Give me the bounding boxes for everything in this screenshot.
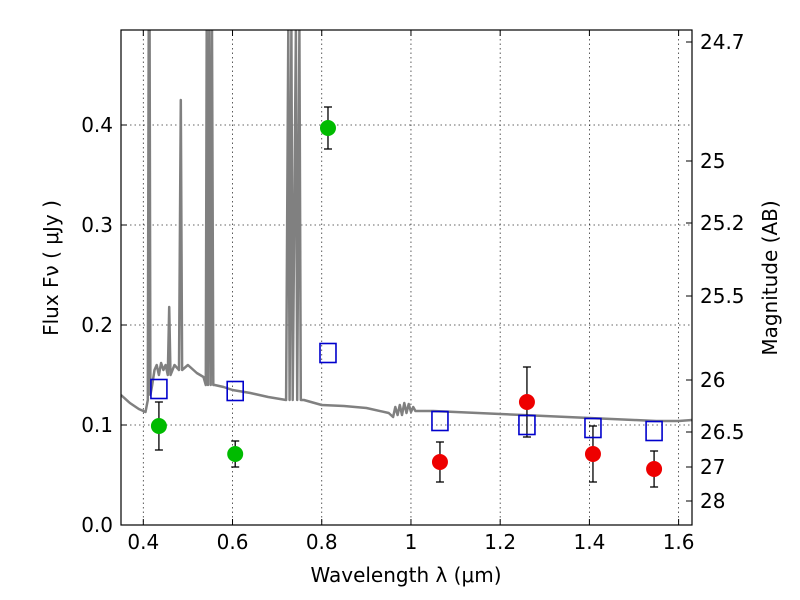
right-tick-label: 26	[700, 368, 725, 392]
ticks: 0.4 0.6 0.8 1 1.2 1.4 1.6 0.0 0.1 0.2 0.3 0.4 24.7 25…	[81, 30, 745, 554]
x-tick-label: 1.6	[663, 530, 695, 554]
x-axis-title: Wavelength λ (μm)	[310, 563, 501, 587]
x-tick-label: 0.8	[306, 530, 338, 554]
y-axis-title: Flux Fν ( μJy )	[39, 200, 63, 336]
y-tick-label: 0.0	[81, 513, 113, 537]
y-tick-label: 0.2	[81, 313, 113, 337]
data-layer	[121, 30, 692, 423]
plot-background	[121, 30, 692, 525]
y-tick-label: 0.1	[81, 413, 113, 437]
right-tick-label: 25.5	[700, 284, 745, 308]
model-point-square	[518, 414, 536, 436]
right-tick-label: 25	[700, 149, 725, 173]
x-tick-label: 1.2	[484, 530, 516, 554]
right-tick-label: 24.7	[700, 30, 745, 54]
right-tick-label: 27	[700, 455, 725, 479]
model-spectrum-line	[121, 30, 692, 423]
marker-layer	[150, 106, 663, 488]
observed-green-point	[319, 120, 336, 136]
observed-red-point	[431, 454, 448, 470]
right-axis-title: Magnitude (AB)	[758, 200, 782, 355]
observed-green-point	[150, 418, 167, 434]
x-tick-label: 1	[405, 530, 418, 554]
x-tick-label: 0.4	[127, 530, 159, 554]
plot-frame	[120, 29, 693, 526]
observed-green-point	[227, 446, 244, 462]
model-point-square	[431, 410, 449, 432]
x-tick-label: 0.6	[217, 530, 249, 554]
observed-red-point	[584, 446, 601, 462]
model-point-square	[319, 342, 337, 364]
observed-red-point	[518, 394, 535, 410]
model-point-square	[150, 378, 168, 400]
model-point-square	[584, 417, 602, 439]
y-tick-label: 0.4	[81, 113, 113, 137]
right-tick-label: 28	[700, 489, 725, 513]
observed-red-point	[646, 461, 663, 477]
right-tick-label: 26.5	[700, 420, 745, 444]
model-point-square	[226, 380, 244, 402]
y-tick-label: 0.3	[81, 213, 113, 237]
x-tick-label: 1.4	[573, 530, 605, 554]
right-tick-label: 25.2	[700, 211, 745, 235]
model-point-square	[645, 420, 663, 442]
